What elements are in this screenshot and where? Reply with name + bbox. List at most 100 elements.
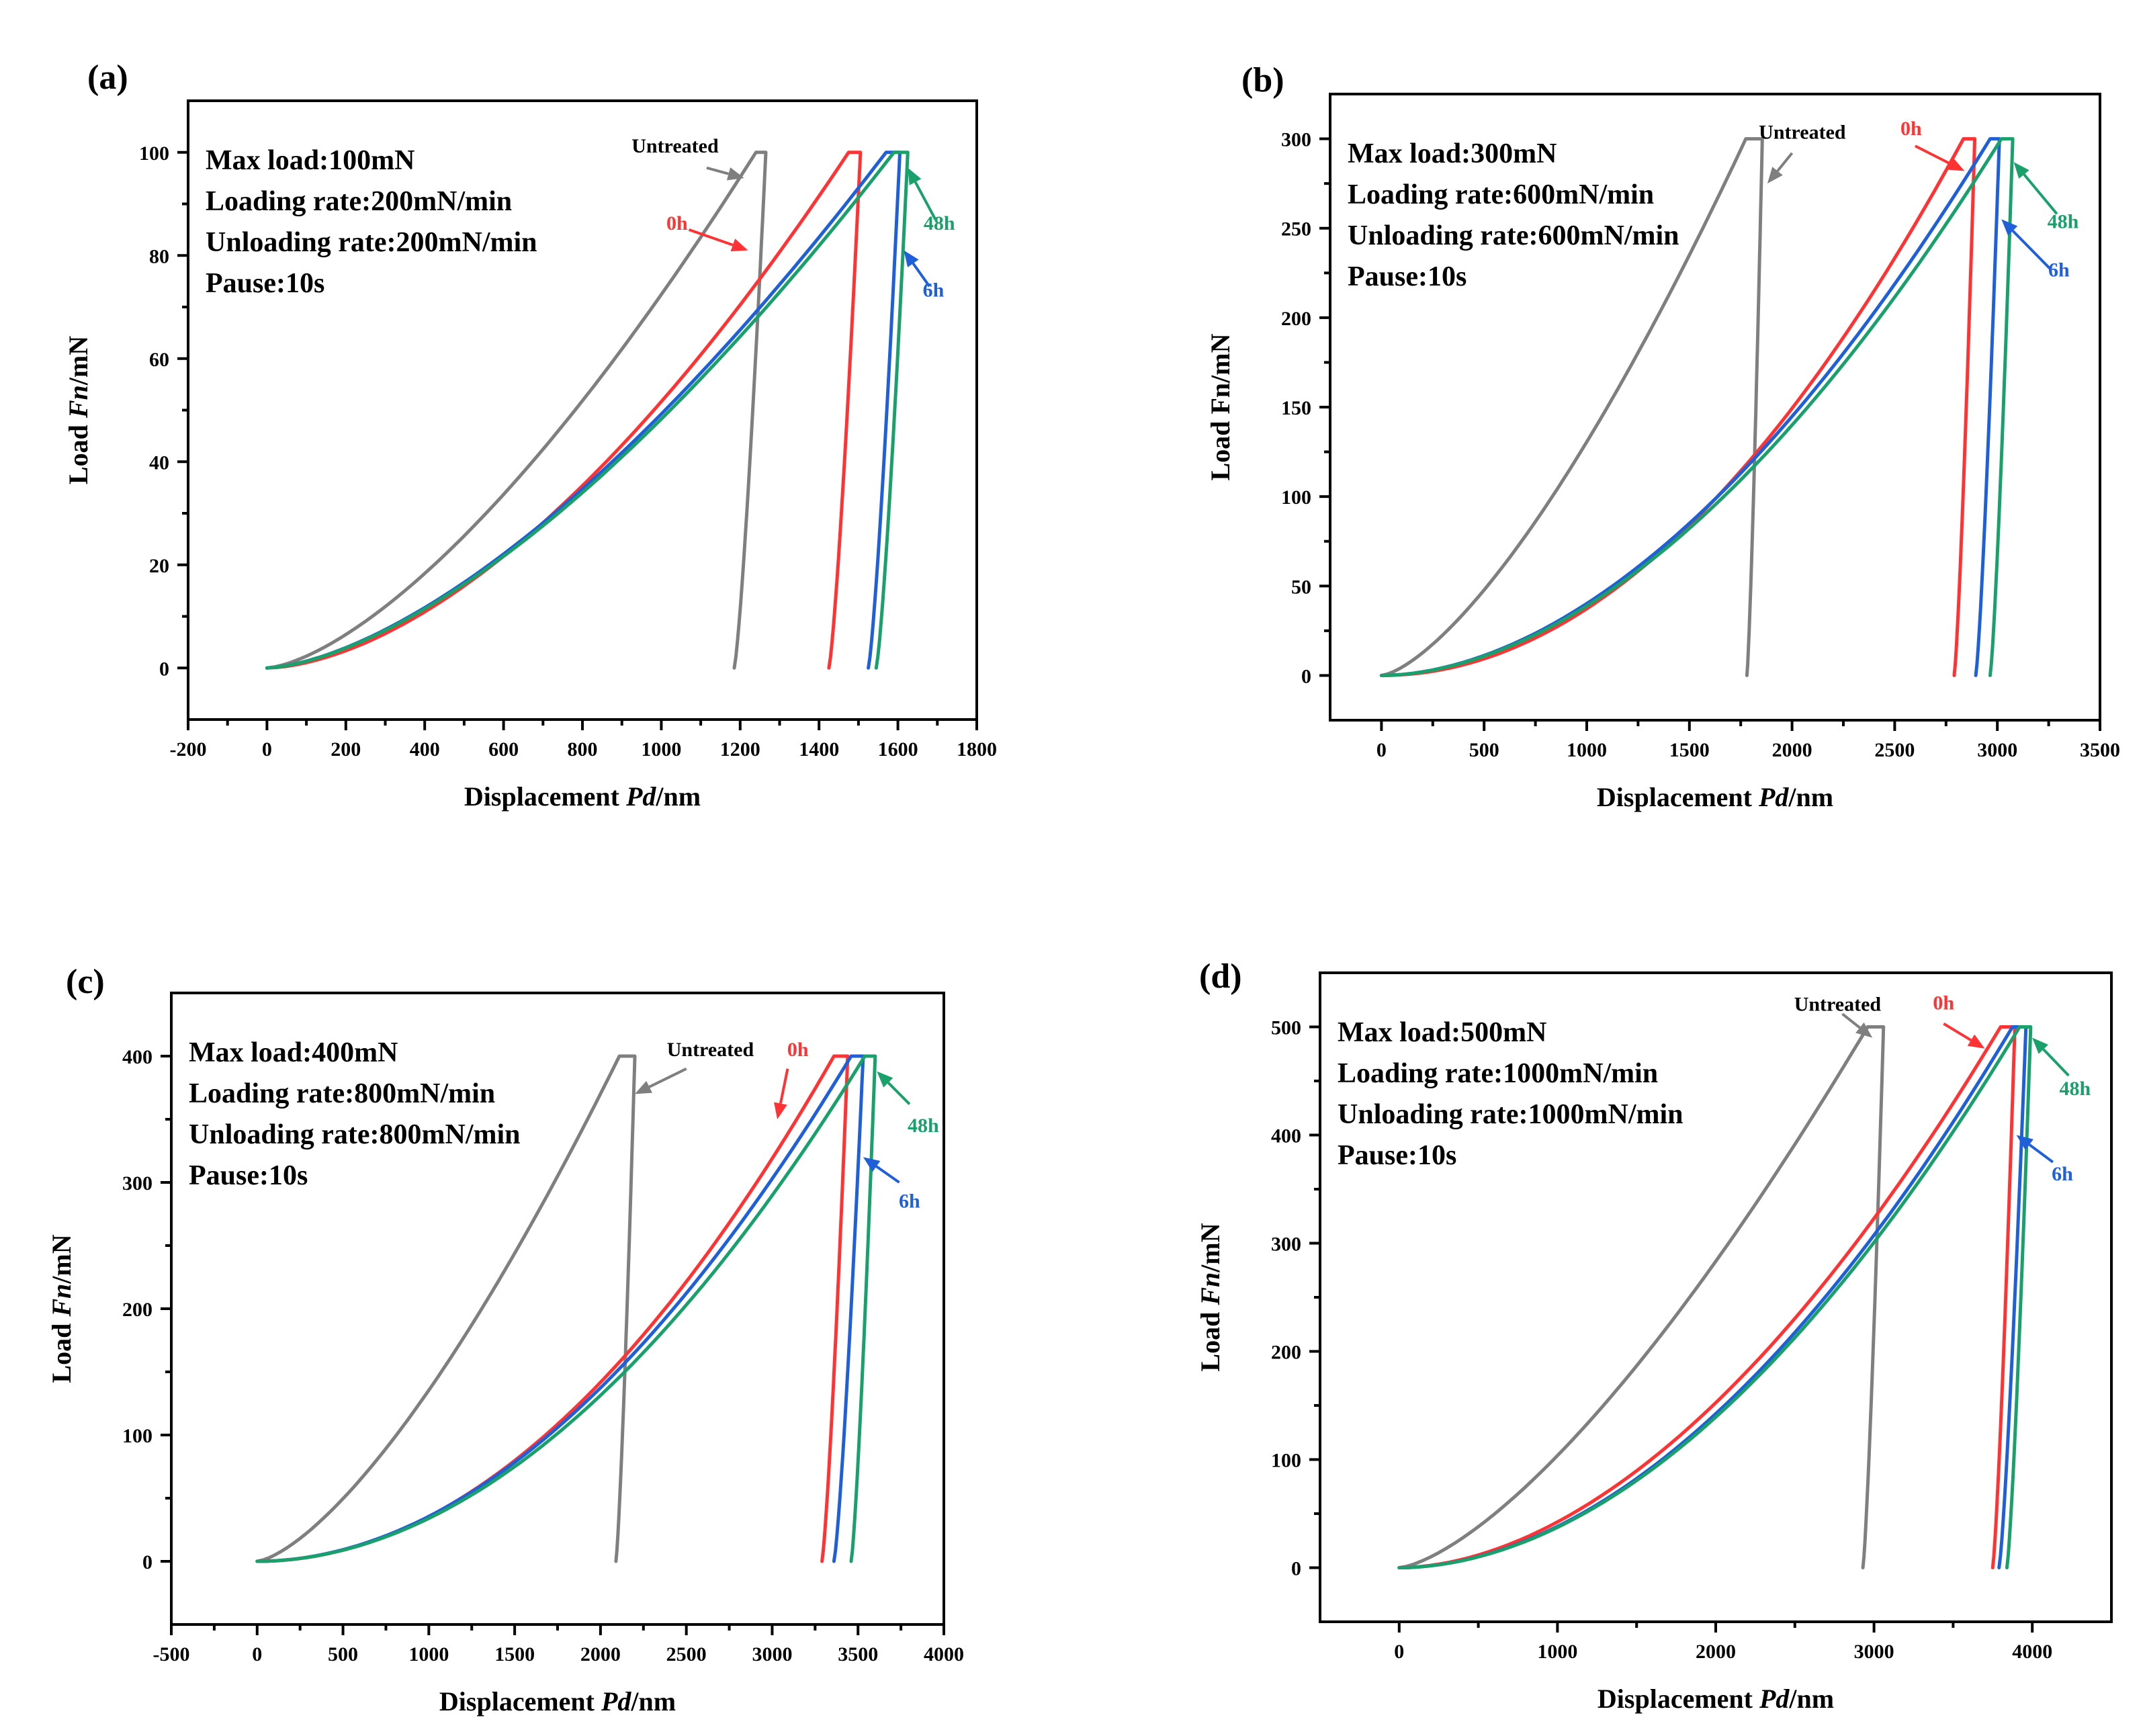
arrow-untreated bbox=[1776, 152, 1794, 172]
x-tick-label: 1000 bbox=[1537, 1641, 1577, 1663]
arrow-untreated bbox=[648, 1068, 687, 1088]
y-tick-label: 40 bbox=[149, 451, 169, 474]
info-line: Max load:400mN bbox=[189, 1037, 398, 1068]
y-tick-label: 150 bbox=[1281, 397, 1311, 419]
info-line: Unloading rate:800mN/min bbox=[189, 1119, 521, 1150]
y-tick-label: 250 bbox=[1281, 218, 1311, 241]
info-line: Unloading rate:200mN/min bbox=[206, 227, 537, 258]
x-tick-label: 3500 bbox=[838, 1643, 878, 1665]
arrow-48h bbox=[2023, 173, 2058, 215]
panel-d: (d) 0 1000 2000 3000 4000 0 100 200 300 400 500 Dis… bbox=[1195, 957, 2113, 1714]
x-tick-label: 1000 bbox=[641, 738, 681, 761]
y-tick-label: 0 bbox=[1301, 665, 1311, 687]
annotation-6h: 6h bbox=[2052, 1163, 2073, 1185]
x-tick-label: 1800 bbox=[957, 738, 997, 761]
y-tick-label: 100 bbox=[1271, 1450, 1301, 1472]
x-tick-label: 1400 bbox=[799, 738, 839, 761]
x-tick-label: 0 bbox=[1376, 739, 1387, 761]
annotation-6h: 6h bbox=[2048, 259, 2070, 281]
y-tick-label: 60 bbox=[149, 349, 169, 371]
arrowhead-6h bbox=[2001, 219, 2018, 236]
info-line: Max load:300mN bbox=[1348, 138, 1557, 169]
x-tick-label: 3000 bbox=[1977, 739, 2017, 761]
info-line: Pause:10s bbox=[1348, 261, 1467, 292]
x-axis-title: Displacement Pd/nm bbox=[439, 1686, 676, 1717]
annotation-untreated: Untreated bbox=[1794, 993, 1882, 1015]
annotation-0h: 0h bbox=[1933, 992, 1954, 1014]
y-tick-label: 0 bbox=[142, 1551, 152, 1573]
info-line: Unloading rate:1000mN/min bbox=[1338, 1099, 1683, 1130]
arrowhead-untreated bbox=[726, 167, 744, 181]
curve-48h bbox=[265, 150, 910, 670]
arrowhead-0h bbox=[774, 1102, 787, 1119]
y-tick-label: 0 bbox=[159, 658, 169, 680]
arrowhead-6h bbox=[2016, 1135, 2033, 1150]
y-axis-title: Load Fn/mN bbox=[1195, 1223, 1225, 1371]
arrowhead-0h bbox=[730, 238, 748, 252]
info-line: Loading rate:200mN/min bbox=[206, 186, 512, 217]
panel-c: (c) -500 0 500 1000 1500 2000 2500 3000 3500 4000… bbox=[46, 963, 964, 1717]
x-tick-label: 800 bbox=[568, 738, 598, 761]
y-tick-label: 400 bbox=[1271, 1125, 1301, 1147]
y-tick-label: 400 bbox=[122, 1046, 152, 1068]
annotation-48h: 48h bbox=[2048, 211, 2079, 233]
annotation-0h: 0h bbox=[1900, 118, 1922, 140]
info-line: Loading rate:600mN/min bbox=[1348, 179, 1654, 210]
panel-b: (b) 0 500 1000 1500 2000 2500 3000 3500 0 50 100 15… bbox=[1205, 61, 2120, 812]
x-tick-label: 0 bbox=[252, 1643, 262, 1665]
x-tick-label: 0 bbox=[1394, 1641, 1404, 1663]
y-tick-label: 200 bbox=[1271, 1342, 1301, 1364]
curve-48h bbox=[1379, 137, 2015, 677]
annotation-48h: 48h bbox=[924, 212, 955, 234]
panel-label: (b) bbox=[1241, 61, 1284, 99]
arrowhead-6h bbox=[863, 1157, 881, 1172]
annotation-48h: 48h bbox=[908, 1115, 939, 1137]
y-tick-label: 50 bbox=[1291, 576, 1311, 598]
y-axis-title: Load Fn/mN bbox=[46, 1234, 77, 1383]
plot-area: -200 0 200 400 600 800 1000 1200 1400 1600 1800 0 20… bbox=[63, 99, 997, 812]
curve-untreated bbox=[1397, 1025, 1886, 1569]
y-tick-label: 200 bbox=[1281, 308, 1311, 330]
info-line: Unloading rate:600mN/min bbox=[1348, 220, 1679, 251]
y-tick-label: 300 bbox=[122, 1172, 152, 1195]
x-tick-label: 2000 bbox=[1772, 739, 1812, 761]
info-line: Max load:100mN bbox=[206, 145, 414, 176]
x-tick-label: -200 bbox=[170, 738, 207, 761]
curve-untreated bbox=[265, 150, 768, 670]
arrow-0h bbox=[779, 1068, 789, 1104]
curve-0h bbox=[1397, 1025, 2017, 1569]
y-tick-label: 200 bbox=[122, 1299, 152, 1321]
x-tick-label: 500 bbox=[1469, 739, 1499, 761]
annotation-48h: 48h bbox=[2059, 1078, 2091, 1100]
y-tick-label: 80 bbox=[149, 245, 169, 267]
curve-0h bbox=[265, 150, 863, 670]
annotation-untreated: Untreated bbox=[1759, 122, 1846, 144]
info-line: Max load:500mN bbox=[1338, 1017, 1546, 1048]
curve-untreated bbox=[1379, 137, 1764, 677]
x-tick-label: 1600 bbox=[878, 738, 918, 761]
curve-48h bbox=[255, 1054, 877, 1563]
annotation-0h: 0h bbox=[787, 1039, 809, 1061]
y-tick-label: 100 bbox=[1281, 486, 1311, 509]
arrow-48h bbox=[887, 1082, 911, 1105]
annotation-0h: 0h bbox=[666, 212, 688, 234]
arrow-6h bbox=[912, 262, 931, 288]
x-tick-label: 0 bbox=[262, 738, 272, 761]
x-tick-label: 2500 bbox=[666, 1643, 707, 1665]
arrow-48h bbox=[914, 181, 937, 220]
info-line: Pause:10s bbox=[206, 268, 324, 299]
y-tick-label: 20 bbox=[149, 555, 169, 577]
plot-area: 0 1000 2000 3000 4000 0 100 200 300 400 500 Displac… bbox=[1195, 971, 2113, 1714]
y-axis-title: Load Fn/mN bbox=[63, 336, 93, 484]
arrow-untreated bbox=[1841, 1012, 1861, 1029]
y-tick-label: 300 bbox=[1281, 129, 1311, 151]
x-tick-label: 2500 bbox=[1874, 739, 1915, 761]
x-axis-title: Displacement Pd/nm bbox=[1597, 1684, 1834, 1714]
arrow-0h bbox=[1943, 1022, 1972, 1041]
y-tick-label: 100 bbox=[139, 142, 169, 165]
plot-area: -500 0 500 1000 1500 2000 2500 3000 3500 4000 0 100… bbox=[46, 992, 964, 1717]
arrow-0h bbox=[688, 228, 734, 247]
x-tick-label: 1500 bbox=[1669, 739, 1710, 761]
arrowhead-0h bbox=[1947, 157, 1965, 171]
